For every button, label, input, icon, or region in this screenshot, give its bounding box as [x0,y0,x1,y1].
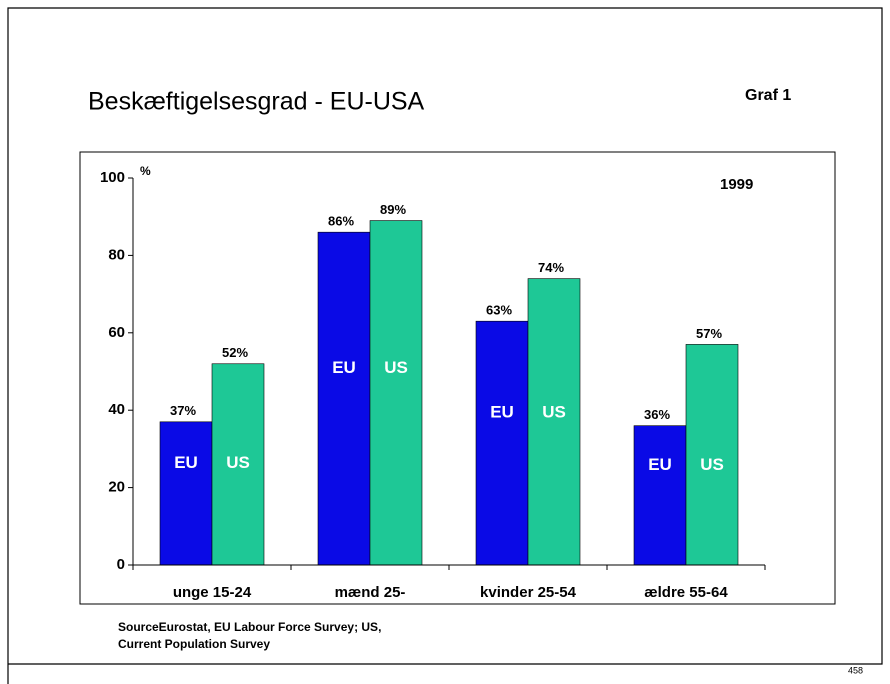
y-tick-label: 20 [108,479,125,496]
chart-title: Beskæftigelsesgrad - EU-USA [88,88,425,116]
y-axis-label: % [140,164,151,178]
bar-series-label: US [700,455,724,474]
bar [633,425,687,566]
value-label: 57% [696,326,722,341]
y-tick-label: 60 [108,324,125,341]
y-tick-label: 0 [117,556,125,573]
source: Current Population Survey [118,637,270,651]
bar [475,320,529,566]
value-label: 89% [380,202,406,217]
bar [527,278,581,566]
y-tick-label: 40 [108,401,125,418]
x-tick-label: ældre 55-64 [644,584,728,601]
bar-series-label: EU [174,453,198,472]
value-label: 74% [538,260,564,275]
bar-series-label: EU [648,455,672,474]
bar-series-label: US [542,403,566,422]
frame [7,7,883,684]
y-tick-label: 100 [100,169,125,186]
page-number: 458 [848,665,863,675]
x-tick-label: kvinder 25-54 [480,584,577,601]
bar [369,220,423,566]
value-label: 37% [170,403,196,418]
bar [159,421,213,566]
x-tick-label: mænd 25- [335,584,406,601]
bar [317,231,371,566]
value-label: 86% [328,214,354,229]
bar-series-label: EU [332,358,356,377]
value-label: 36% [644,407,670,422]
annotation: 1999 [720,176,753,193]
bar-series-label: US [226,453,250,472]
bar [685,344,739,566]
x-tick-label: unge 15-24 [173,584,252,601]
value-label: 63% [486,303,512,318]
y-tick-label: 80 [108,246,125,263]
chart-box [79,151,836,605]
bar-series-label: EU [490,403,514,422]
graph-label: Graf 1 [745,87,791,104]
value-label: 52% [222,345,248,360]
source: SourceEurostat, EU Labour Force Survey; … [118,620,381,634]
bar-series-label: US [384,358,408,377]
